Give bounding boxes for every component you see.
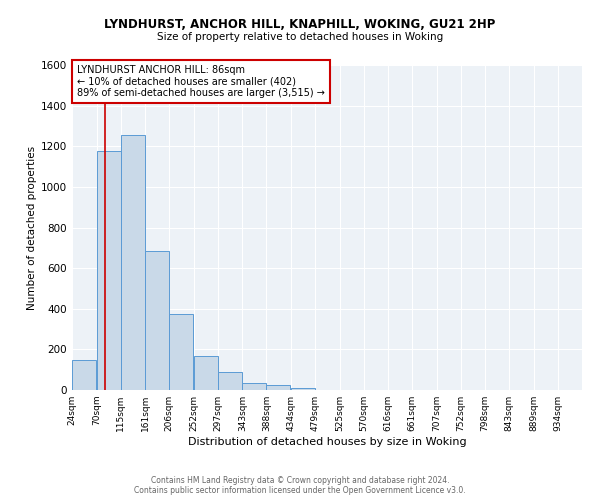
Bar: [218, 372, 242, 390]
Bar: [266, 385, 290, 390]
Bar: [145, 251, 169, 390]
Y-axis label: Number of detached properties: Number of detached properties: [27, 146, 37, 310]
Text: LYNDHURST ANCHOR HILL: 86sqm
← 10% of detached houses are smaller (402)
89% of s: LYNDHURST ANCHOR HILL: 86sqm ← 10% of de…: [77, 65, 325, 98]
Bar: [194, 356, 218, 390]
X-axis label: Distribution of detached houses by size in Woking: Distribution of detached houses by size …: [188, 437, 466, 447]
Bar: [72, 360, 96, 390]
Text: Contains HM Land Registry data © Crown copyright and database right 2024.
Contai: Contains HM Land Registry data © Crown c…: [134, 476, 466, 495]
Text: Size of property relative to detached houses in Woking: Size of property relative to detached ho…: [157, 32, 443, 42]
Bar: [169, 314, 193, 390]
Bar: [97, 152, 121, 390]
Bar: [291, 388, 315, 390]
Bar: [242, 383, 266, 390]
Text: LYNDHURST, ANCHOR HILL, KNAPHILL, WOKING, GU21 2HP: LYNDHURST, ANCHOR HILL, KNAPHILL, WOKING…: [104, 18, 496, 30]
Bar: [121, 135, 145, 390]
